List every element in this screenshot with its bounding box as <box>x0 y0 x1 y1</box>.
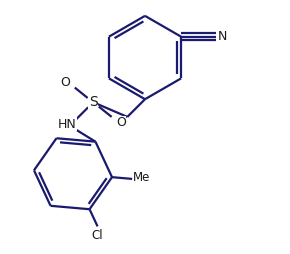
Text: N: N <box>218 30 227 43</box>
Text: O: O <box>116 116 126 129</box>
Text: O: O <box>61 75 70 89</box>
Text: Cl: Cl <box>91 229 103 242</box>
Text: HN: HN <box>58 118 77 131</box>
Text: Me: Me <box>133 171 150 184</box>
Text: S: S <box>89 95 98 109</box>
